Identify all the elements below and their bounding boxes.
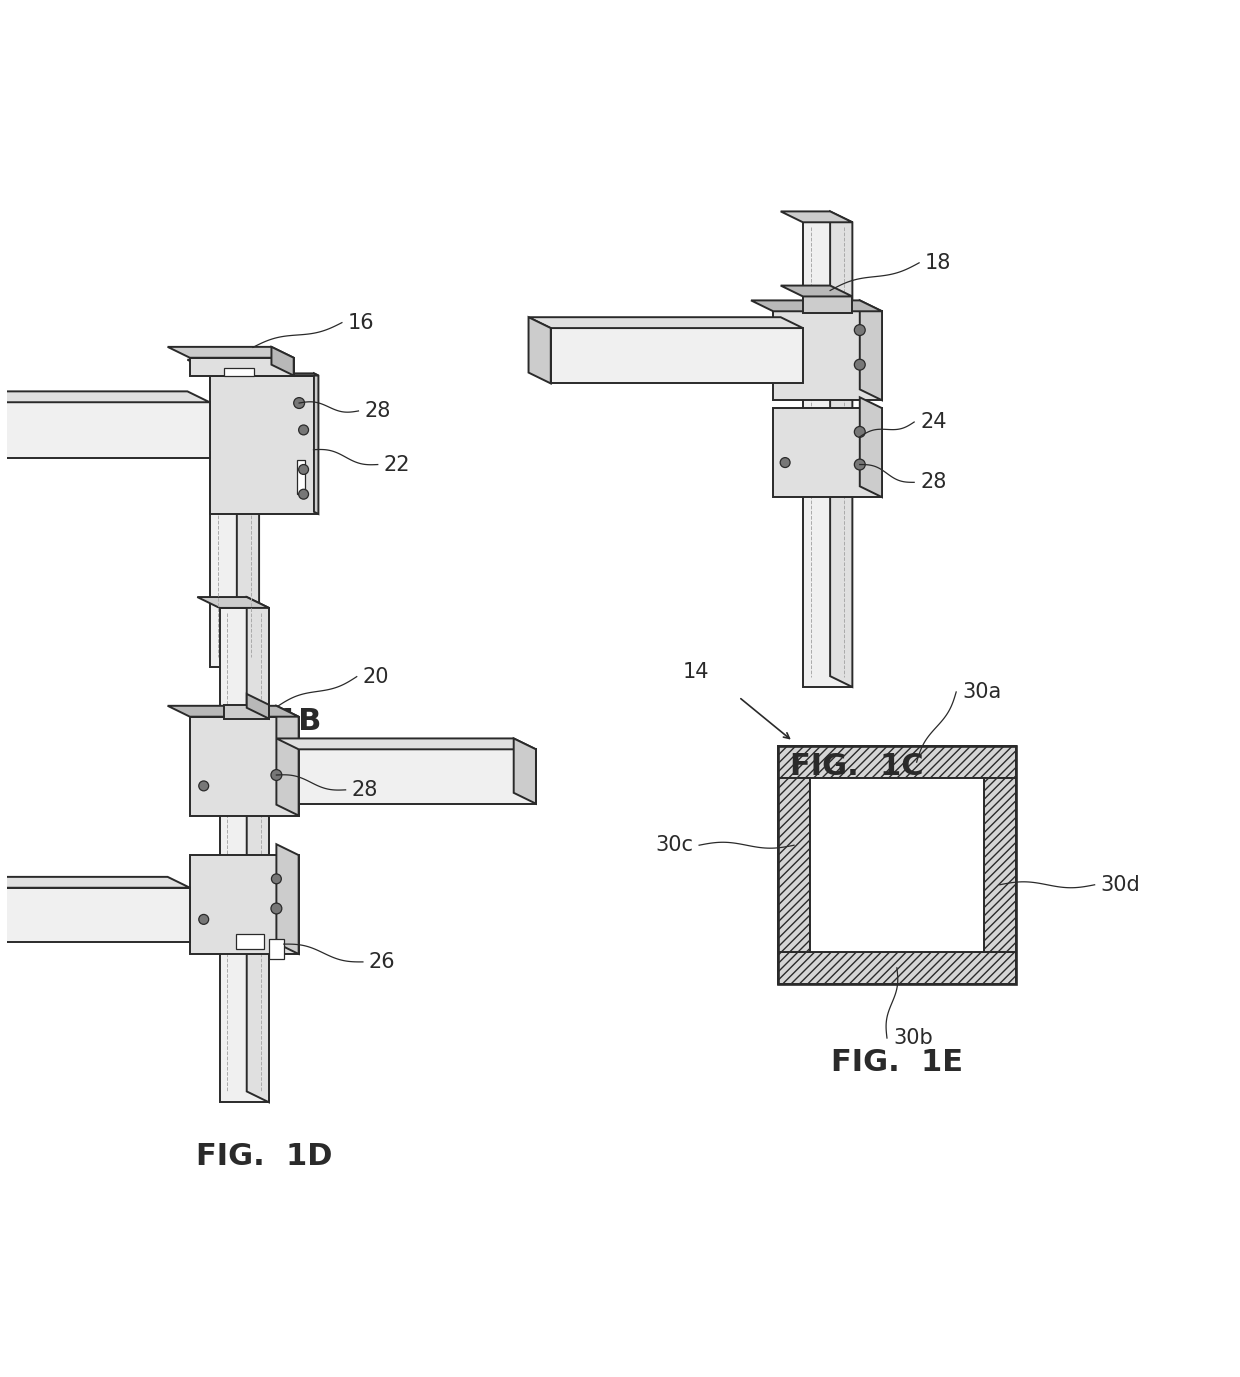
Circle shape bbox=[272, 903, 281, 914]
Text: FIG.  1D: FIG. 1D bbox=[196, 1142, 332, 1172]
Text: FIG.  1C: FIG. 1C bbox=[790, 752, 924, 781]
Polygon shape bbox=[167, 347, 294, 358]
Circle shape bbox=[198, 914, 208, 924]
Text: 30c: 30c bbox=[655, 836, 693, 855]
Polygon shape bbox=[830, 212, 852, 687]
Polygon shape bbox=[167, 706, 299, 716]
Polygon shape bbox=[0, 888, 190, 942]
Circle shape bbox=[299, 425, 309, 435]
Text: 26: 26 bbox=[368, 952, 396, 972]
Circle shape bbox=[854, 459, 866, 470]
Bar bbox=[779, 746, 1016, 983]
Polygon shape bbox=[277, 844, 299, 954]
Circle shape bbox=[272, 874, 281, 884]
Bar bbox=[779, 778, 810, 952]
Circle shape bbox=[299, 489, 309, 498]
Circle shape bbox=[854, 325, 866, 336]
Text: 24: 24 bbox=[920, 412, 946, 432]
Polygon shape bbox=[551, 328, 804, 383]
Polygon shape bbox=[528, 317, 804, 328]
Text: FIG.  1E: FIG. 1E bbox=[831, 1048, 963, 1077]
Text: 28: 28 bbox=[365, 401, 391, 421]
Circle shape bbox=[780, 457, 790, 468]
Bar bbox=[779, 746, 1016, 778]
Polygon shape bbox=[210, 376, 319, 514]
Polygon shape bbox=[751, 300, 882, 311]
Polygon shape bbox=[277, 738, 536, 749]
Circle shape bbox=[198, 781, 208, 790]
Circle shape bbox=[294, 398, 305, 409]
Polygon shape bbox=[272, 347, 294, 376]
Polygon shape bbox=[210, 370, 259, 668]
Bar bbox=[779, 952, 1016, 983]
Polygon shape bbox=[781, 212, 852, 222]
Polygon shape bbox=[528, 317, 551, 383]
Text: 20: 20 bbox=[362, 666, 389, 687]
Circle shape bbox=[854, 359, 866, 370]
Bar bbox=[983, 778, 1016, 952]
Text: 22: 22 bbox=[383, 454, 410, 475]
Polygon shape bbox=[859, 300, 882, 401]
Text: 16: 16 bbox=[348, 313, 374, 333]
Text: 30d: 30d bbox=[1101, 874, 1141, 895]
Polygon shape bbox=[859, 398, 882, 497]
Polygon shape bbox=[269, 939, 284, 958]
Bar bbox=[810, 778, 983, 952]
Polygon shape bbox=[804, 222, 852, 687]
Polygon shape bbox=[247, 598, 269, 1103]
Polygon shape bbox=[190, 855, 299, 954]
Polygon shape bbox=[205, 373, 319, 376]
Polygon shape bbox=[237, 359, 259, 668]
Polygon shape bbox=[774, 311, 882, 401]
Polygon shape bbox=[190, 358, 294, 376]
Polygon shape bbox=[0, 391, 210, 402]
Text: 18: 18 bbox=[925, 253, 951, 273]
Polygon shape bbox=[0, 877, 190, 888]
Polygon shape bbox=[197, 598, 269, 607]
Circle shape bbox=[272, 770, 281, 781]
Polygon shape bbox=[190, 716, 299, 815]
Text: 14: 14 bbox=[682, 662, 709, 682]
Polygon shape bbox=[314, 373, 319, 514]
Polygon shape bbox=[804, 296, 852, 313]
Polygon shape bbox=[781, 285, 852, 296]
Circle shape bbox=[854, 427, 866, 438]
Text: 28: 28 bbox=[920, 472, 946, 493]
Polygon shape bbox=[774, 408, 882, 497]
Polygon shape bbox=[224, 368, 254, 376]
Polygon shape bbox=[219, 607, 269, 1103]
Polygon shape bbox=[224, 705, 269, 719]
Polygon shape bbox=[296, 460, 305, 494]
Polygon shape bbox=[247, 694, 269, 719]
Polygon shape bbox=[0, 402, 210, 457]
Polygon shape bbox=[237, 934, 264, 949]
Text: 30a: 30a bbox=[962, 682, 1002, 702]
Polygon shape bbox=[277, 706, 299, 815]
Text: FIG.  1B: FIG. 1B bbox=[187, 708, 321, 737]
Circle shape bbox=[299, 464, 309, 475]
Polygon shape bbox=[187, 359, 259, 370]
Polygon shape bbox=[513, 738, 536, 804]
Polygon shape bbox=[299, 749, 536, 804]
Text: 28: 28 bbox=[352, 779, 378, 800]
Text: 30b: 30b bbox=[893, 1029, 932, 1048]
